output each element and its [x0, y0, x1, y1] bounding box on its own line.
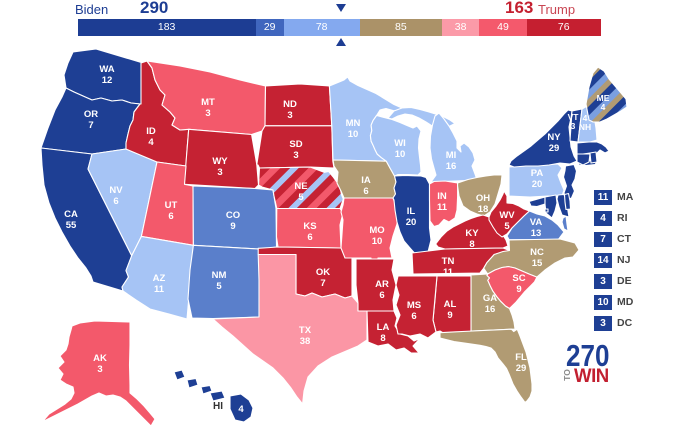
svg-text:WV: WV — [499, 210, 515, 221]
svg-text:TN: TN — [442, 256, 455, 267]
svg-text:5: 5 — [298, 192, 304, 203]
svg-text:55: 55 — [66, 220, 77, 231]
svg-text:7: 7 — [320, 278, 325, 289]
svg-text:3: 3 — [571, 121, 576, 131]
svg-text:MT: MT — [201, 97, 215, 108]
svg-text:CO: CO — [226, 210, 240, 221]
svg-text:4: 4 — [238, 404, 244, 415]
svg-text:8: 8 — [380, 333, 385, 344]
svg-text:4: 4 — [148, 137, 154, 148]
svg-text:NY: NY — [547, 132, 561, 143]
svg-text:38: 38 — [300, 336, 311, 347]
svg-text:NM: NM — [212, 270, 227, 281]
svg-text:16: 16 — [446, 161, 457, 172]
svg-text:FL: FL — [515, 352, 527, 363]
svg-text:SD: SD — [289, 139, 302, 150]
svg-text:29: 29 — [549, 143, 560, 154]
svg-text:6: 6 — [379, 290, 384, 301]
svg-text:KS: KS — [303, 221, 316, 232]
svg-text:NE: NE — [294, 181, 307, 192]
svg-text:MN: MN — [346, 118, 361, 129]
svg-text:20: 20 — [532, 179, 543, 190]
svg-text:OK: OK — [316, 267, 330, 278]
svg-text:4: 4 — [601, 102, 606, 112]
svg-text:WY: WY — [212, 156, 228, 167]
svg-text:18: 18 — [478, 204, 489, 215]
svg-text:WI: WI — [394, 138, 406, 149]
svg-text:7: 7 — [88, 120, 93, 131]
svg-text:MS: MS — [407, 300, 421, 311]
svg-text:CA: CA — [64, 209, 78, 220]
svg-text:11: 11 — [443, 267, 454, 278]
svg-text:MI: MI — [446, 150, 457, 161]
svg-text:3: 3 — [205, 108, 210, 119]
svg-text:3: 3 — [97, 364, 102, 375]
svg-text:8: 8 — [469, 239, 474, 250]
svg-text:AZ: AZ — [153, 273, 166, 284]
svg-text:10: 10 — [372, 236, 383, 247]
svg-text:9: 9 — [516, 284, 521, 295]
svg-text:AR: AR — [375, 279, 389, 290]
svg-text:MO: MO — [369, 225, 384, 236]
svg-text:6: 6 — [113, 196, 118, 207]
svg-text:IL: IL — [407, 206, 416, 217]
svg-text:10: 10 — [395, 149, 406, 160]
svg-text:6: 6 — [307, 232, 312, 243]
svg-text:5: 5 — [216, 281, 222, 292]
svg-text:16: 16 — [485, 304, 496, 315]
svg-text:AL: AL — [444, 299, 457, 310]
svg-text:11: 11 — [154, 284, 165, 295]
svg-text:VT: VT — [568, 112, 580, 122]
svg-text:HI: HI — [213, 401, 223, 412]
svg-text:PA: PA — [531, 168, 544, 179]
svg-text:3: 3 — [293, 150, 298, 161]
svg-text:IN: IN — [437, 191, 447, 202]
svg-text:6: 6 — [411, 311, 416, 322]
svg-text:3: 3 — [217, 167, 222, 178]
svg-text:NH: NH — [579, 122, 591, 132]
svg-text:3: 3 — [287, 110, 292, 121]
svg-text:ME: ME — [597, 93, 610, 103]
svg-text:VA: VA — [530, 217, 543, 228]
svg-text:ND: ND — [283, 99, 297, 110]
svg-text:20: 20 — [406, 217, 417, 228]
svg-text:NV: NV — [109, 185, 123, 196]
svg-text:10: 10 — [348, 129, 359, 140]
svg-text:5: 5 — [504, 221, 510, 232]
svg-text:TX: TX — [299, 325, 312, 336]
svg-text:LA: LA — [377, 322, 390, 333]
svg-text:6: 6 — [363, 186, 368, 197]
svg-text:29: 29 — [516, 363, 527, 374]
svg-text:WA: WA — [99, 64, 114, 75]
svg-text:NC: NC — [530, 247, 544, 258]
svg-text:15: 15 — [532, 258, 543, 269]
svg-text:12: 12 — [102, 75, 113, 86]
svg-text:6: 6 — [168, 211, 173, 222]
svg-text:OR: OR — [84, 109, 98, 120]
svg-text:4: 4 — [583, 113, 588, 123]
svg-text:9: 9 — [447, 310, 452, 321]
svg-text:GA: GA — [483, 293, 497, 304]
svg-text:IA: IA — [361, 175, 371, 186]
svg-text:UT: UT — [165, 200, 178, 211]
svg-text:AK: AK — [93, 353, 107, 364]
svg-text:9: 9 — [230, 221, 235, 232]
svg-text:11: 11 — [437, 202, 448, 213]
svg-text:KY: KY — [465, 228, 479, 239]
svg-text:13: 13 — [531, 228, 542, 239]
svg-text:OH: OH — [476, 193, 490, 204]
svg-text:SC: SC — [512, 273, 525, 284]
svg-text:ID: ID — [146, 126, 156, 137]
